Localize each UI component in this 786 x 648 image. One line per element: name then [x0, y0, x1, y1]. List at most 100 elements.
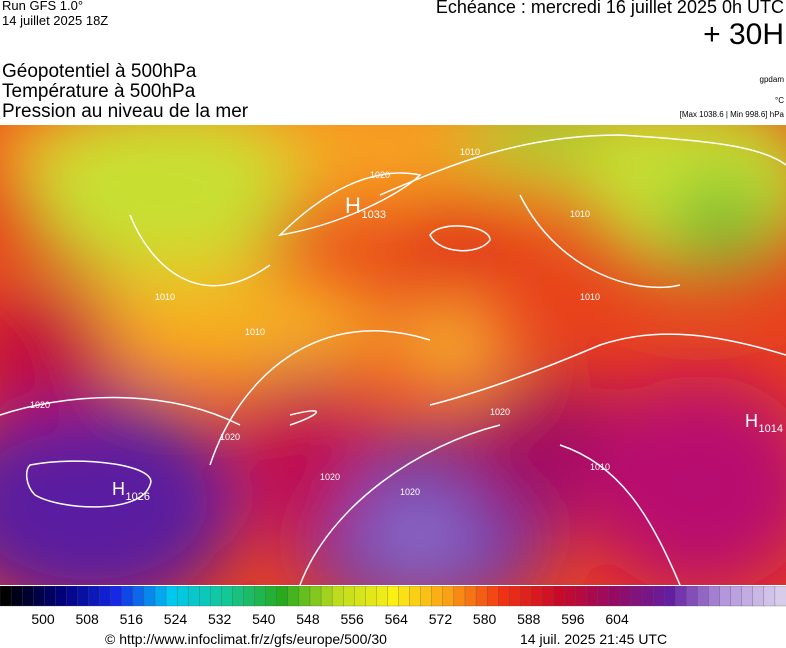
- isobar-label: 1020: [490, 407, 510, 417]
- colorbar-swatch: [509, 586, 521, 607]
- isobar-label: 1010: [460, 147, 480, 157]
- isobar-label: 1020: [320, 472, 340, 482]
- colorbar: 500 508 516 524 532 540 548 556 564 572 580 588 596 6…: [0, 586, 786, 627]
- colorbar-swatch: [387, 586, 400, 607]
- colorbar-swatch: [44, 586, 57, 607]
- colorbar-swatch: [320, 586, 333, 607]
- colorbar-swatch: [719, 586, 732, 607]
- colorbar-swatch: [597, 586, 610, 607]
- isobar-label: 1020: [220, 432, 240, 442]
- colorbar-label: 580: [473, 611, 497, 627]
- colorbar-label: 548: [296, 611, 320, 627]
- isobar-label: 1010: [590, 462, 610, 472]
- unit: gpdam: [759, 75, 784, 84]
- field: Géopotentiel à 500hPa: [2, 61, 197, 82]
- colorbar-swatch: [154, 586, 167, 607]
- colorbar-label: 524: [164, 611, 188, 627]
- colorbar-swatch: [21, 586, 34, 607]
- colorbar-swatch: [664, 586, 676, 607]
- high-letter: H: [745, 411, 758, 431]
- colorbar-swatch: [243, 586, 256, 607]
- high-value: 1026: [126, 491, 150, 503]
- colorbar-label: 500: [31, 611, 55, 627]
- colorbar-swatch: [730, 586, 743, 607]
- colorbar-label: 564: [385, 611, 409, 627]
- colorbar-swatch: [520, 586, 533, 607]
- colorbar-swatch: [752, 586, 765, 607]
- colorbar-swatch: [630, 586, 643, 607]
- colorbar-swatch: [143, 586, 156, 607]
- colorbar-label: 588: [517, 611, 541, 627]
- colorbar-swatch: [553, 586, 566, 607]
- colorbar-swatch: [431, 586, 444, 607]
- unit: °C: [775, 96, 784, 105]
- colorbar-swatch: [464, 586, 477, 607]
- colorbar-swatch: [763, 586, 776, 607]
- colorbar-swatch: [176, 586, 189, 607]
- colorbar-swatch: [475, 586, 488, 607]
- colorbar-label: 556: [340, 611, 364, 627]
- field-shading: [0, 125, 786, 585]
- colorbar-swatch: [542, 586, 555, 607]
- colorbar-swatch: [697, 586, 710, 607]
- colorbar-label: 508: [75, 611, 99, 627]
- colorbar-swatch: [741, 586, 754, 607]
- colorbar-swatch: [774, 586, 786, 607]
- colorbar-swatch: [686, 586, 699, 607]
- isobar-label: 1020: [30, 400, 50, 410]
- colorbar-swatch: [221, 586, 234, 607]
- high-letter: H: [345, 193, 361, 218]
- isobar-label: 1010: [245, 327, 265, 337]
- colorbar-swatch: [121, 586, 134, 607]
- colorbar-swatch: [88, 586, 101, 607]
- field: Pression au niveau de la mer: [2, 101, 249, 122]
- isobar-label: 1010: [570, 209, 590, 219]
- colorbar-swatch: [498, 586, 510, 607]
- colorbar-swatch: [265, 586, 278, 607]
- colorbar-swatch: [232, 586, 245, 607]
- colorbar-swatch: [376, 586, 389, 607]
- colorbar-swatch: [298, 586, 311, 607]
- colorbar-swatch: [653, 586, 665, 607]
- run-date: 14 juillet 2025 18Z: [2, 13, 109, 28]
- colorbar-swatch: [10, 586, 23, 607]
- colorbar-label: 572: [429, 611, 453, 627]
- colorbar-label: 532: [208, 611, 232, 627]
- colorbar-swatch: [331, 586, 344, 607]
- colorbar-swatch: [398, 586, 411, 607]
- colorbar-swatch: [132, 586, 145, 607]
- colorbar-swatch: [110, 586, 123, 607]
- colorbar-swatch: [608, 586, 621, 607]
- high-value: 1033: [362, 209, 386, 221]
- colorbar-swatch: [365, 586, 378, 607]
- isobar-label: 1020: [370, 170, 390, 180]
- colorbar-swatch: [453, 586, 466, 607]
- footer-url: © http://www.infoclimat.fr/z/gfs/europe/…: [105, 631, 387, 647]
- colorbar-swatch: [575, 586, 588, 607]
- colorbar-swatch: [675, 586, 688, 607]
- colorbar-swatch: [309, 586, 322, 607]
- valid-time: Echéance : mercredi 16 juillet 2025 0h U…: [435, 0, 784, 17]
- colorbar-swatch: [99, 586, 112, 607]
- isobar-label: 1010: [155, 292, 175, 302]
- colorbar-swatch: [708, 586, 721, 607]
- colorbar-swatch: [619, 586, 632, 607]
- field: Température à 500hPa: [2, 81, 196, 102]
- colorbar-swatch: [33, 586, 45, 607]
- colorbar-label: 604: [605, 611, 629, 627]
- colorbar-swatch: [276, 586, 289, 607]
- lead-time: + 30H: [703, 18, 784, 51]
- isobars: [0, 134, 786, 585]
- isobar-label: 1010: [580, 292, 600, 302]
- colorbar-swatch: [586, 586, 599, 607]
- colorbar-label: 596: [561, 611, 585, 627]
- colorbar-swatch: [165, 586, 178, 607]
- colorbar-swatch: [564, 586, 577, 607]
- colorbar-swatch: [55, 586, 68, 607]
- footer-time: 14 juil. 2025 21:45 UTC: [520, 631, 668, 647]
- colorbar-swatch: [287, 586, 300, 607]
- colorbar-label: 516: [120, 611, 144, 627]
- colorbar-swatch: [188, 586, 200, 607]
